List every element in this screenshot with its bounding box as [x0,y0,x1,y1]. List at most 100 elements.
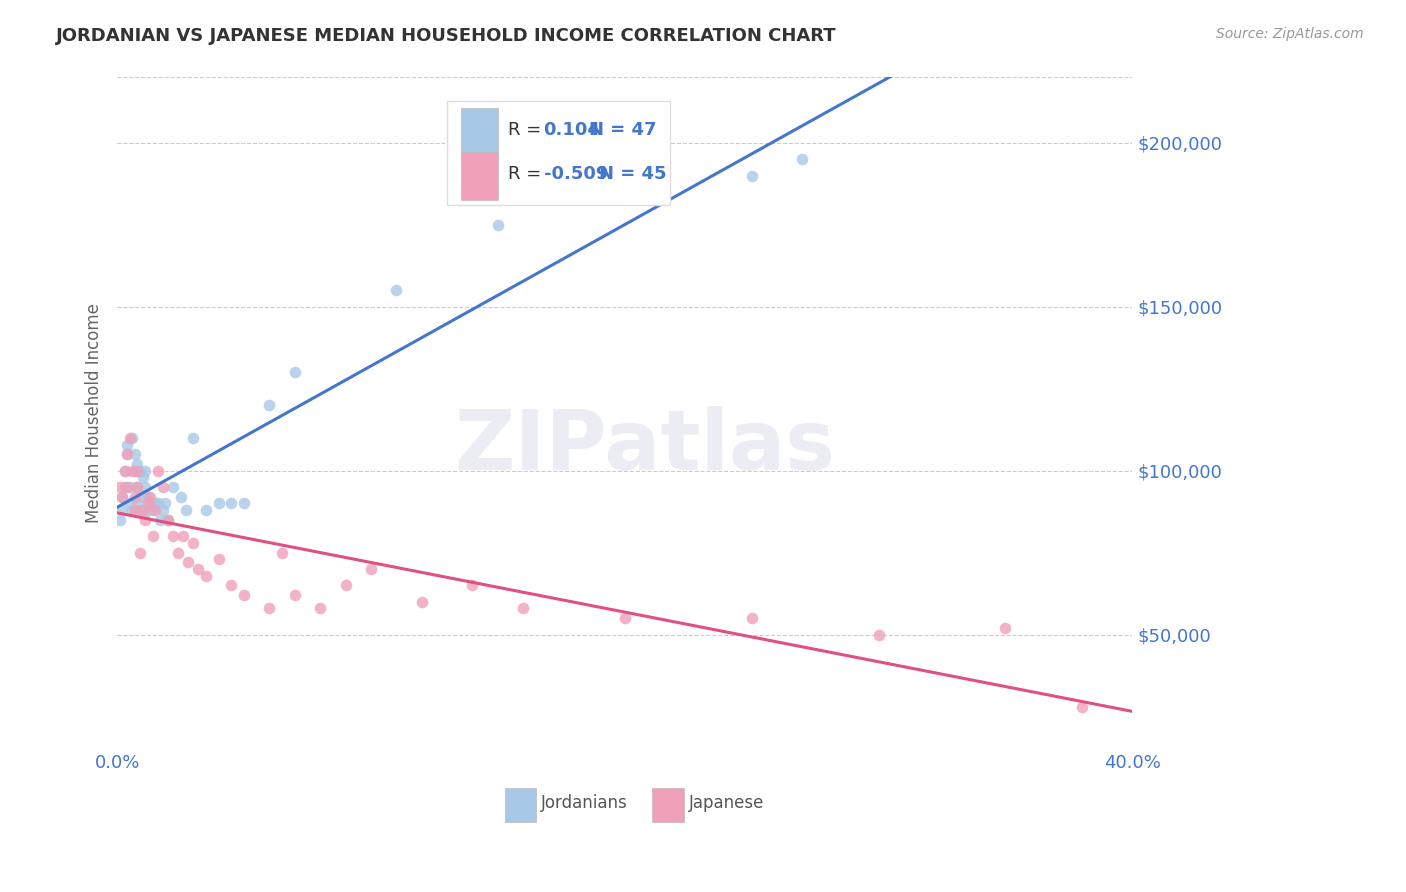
Point [741,611,763,625]
Text: Source: ZipAtlas.com: Source: ZipAtlas.com [1216,27,1364,41]
Point [259,601,281,615]
Point [411,595,433,609]
Point [233,496,256,510]
Point [129,546,152,560]
Point [284,365,307,379]
Point [111,503,134,517]
Point [134,480,156,494]
Point [461,578,484,592]
Point [613,185,636,199]
Point [221,496,243,510]
Point [124,464,146,478]
Text: R =: R = [508,121,541,139]
Text: JORDANIAN VS JAPANESE MEDIAN HOUSEHOLD INCOME CORRELATION CHART: JORDANIAN VS JAPANESE MEDIAN HOUSEHOLD I… [56,27,837,45]
Point [118,496,141,510]
Point [127,496,149,510]
Point [284,588,307,602]
Point [136,503,159,517]
FancyBboxPatch shape [447,101,671,205]
Point [613,611,636,625]
Point [152,480,174,494]
Point [129,503,152,517]
Point [156,513,179,527]
Point [146,464,169,478]
FancyBboxPatch shape [461,152,498,200]
Text: 0.104: 0.104 [544,121,600,139]
Point [127,457,149,471]
Point [156,513,179,527]
Point [169,490,191,504]
Point [208,496,231,510]
Point [117,437,139,451]
Point [114,464,136,478]
Text: Japanese: Japanese [689,794,763,812]
Point [152,503,174,517]
Point [131,470,153,484]
Point [139,496,162,510]
Point [134,513,156,527]
Point [146,496,169,510]
Point [117,447,139,461]
Point [142,529,165,543]
Point [124,503,146,517]
Point [124,447,146,461]
Point [118,480,141,494]
Point [143,503,166,517]
Point [208,552,231,566]
Point [108,513,131,527]
Point [121,431,143,445]
Point [129,464,152,478]
Point [167,546,190,560]
Point [177,556,200,570]
Point [131,490,153,504]
Point [512,601,534,615]
Text: -0.509: -0.509 [544,165,607,183]
Point [118,431,141,445]
FancyBboxPatch shape [505,788,537,822]
Point [124,490,146,504]
Text: Jordanians: Jordanians [540,794,627,812]
Point [111,490,134,504]
Point [136,496,159,510]
Point [142,503,165,517]
Point [994,621,1017,635]
Point [162,480,184,494]
Point [134,464,156,478]
Point [792,153,814,167]
Y-axis label: Median Household Income: Median Household Income [86,303,103,524]
Point [385,284,408,298]
Point [114,464,136,478]
Point [195,568,218,582]
Text: N = 45: N = 45 [599,165,666,183]
Point [117,480,139,494]
Point [259,398,281,412]
Point [127,480,149,494]
Point [271,546,294,560]
Point [117,447,139,461]
Point [486,218,509,232]
Text: ZIPatlas: ZIPatlas [454,407,835,487]
Point [149,513,172,527]
Point [172,529,194,543]
Point [221,578,243,592]
Point [741,169,763,183]
Point [136,490,159,504]
Point [360,562,382,576]
Point [868,627,890,641]
Point [309,601,332,615]
Point [121,464,143,478]
Point [155,496,177,510]
Point [181,536,204,550]
Point [121,503,143,517]
Point [187,562,209,576]
Point [111,490,134,504]
Point [127,464,149,478]
Point [195,503,218,517]
Point [174,503,197,517]
Point [131,503,153,517]
Point [139,490,162,504]
FancyBboxPatch shape [652,788,683,822]
FancyBboxPatch shape [461,108,498,156]
Point [233,588,256,602]
Point [335,578,357,592]
